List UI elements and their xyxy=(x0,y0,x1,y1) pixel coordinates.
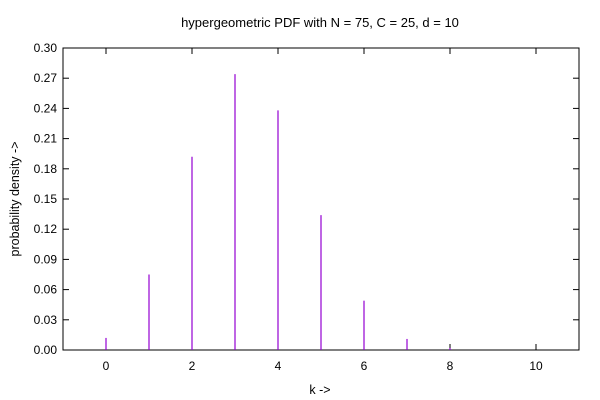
y-tick-label: 0.15 xyxy=(34,192,58,206)
x-tick-label: 6 xyxy=(361,359,368,373)
y-tick-label: 0.24 xyxy=(34,101,58,115)
chart-title: hypergeometric PDF with N = 75, C = 25, … xyxy=(181,15,459,30)
y-tick-label: 0.03 xyxy=(34,313,58,327)
x-tick-label: 0 xyxy=(103,359,110,373)
x-tick-label: 10 xyxy=(529,359,543,373)
data-series xyxy=(105,74,451,350)
y-tick-label: 0.06 xyxy=(34,283,58,297)
y-axis-label: probability density -> xyxy=(8,142,22,257)
y-tick-label: 0.21 xyxy=(34,132,58,146)
y-tick-label: 0.27 xyxy=(34,71,58,85)
y-axis: 0.00 0.03 0.06 0.09 0.12 0.15 0.18 0.21 0.24 0.27… xyxy=(34,41,579,357)
x-tick-label: 2 xyxy=(189,359,196,373)
y-tick-label: 0.12 xyxy=(34,222,58,236)
x-tick-label: 8 xyxy=(447,359,454,373)
x-tick-label: 4 xyxy=(275,359,282,373)
y-tick-label: 0.30 xyxy=(34,41,58,55)
y-tick-label: 0.09 xyxy=(34,252,58,266)
x-axis: 0 2 4 6 8 10 xyxy=(103,48,543,373)
y-tick-label: 0.18 xyxy=(34,162,58,176)
x-axis-label: k -> xyxy=(309,383,330,397)
y-tick-label: 0.00 xyxy=(34,343,58,357)
